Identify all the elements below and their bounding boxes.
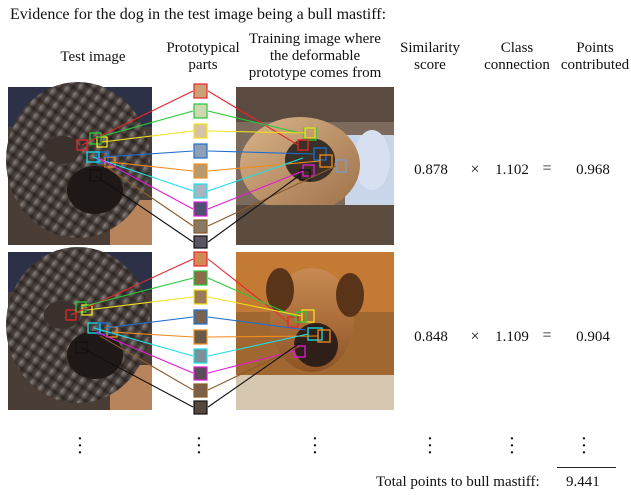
arrows-row2 <box>70 258 319 408</box>
header-similarity-score: Similarity score <box>395 40 465 74</box>
header-prototypical-parts-line1: Prototypical <box>166 40 240 56</box>
similarity-score-row1: 0.878 <box>414 162 448 178</box>
class-connection-row2: 1.109 <box>495 329 529 345</box>
prototype-patches-row2 <box>193 251 208 415</box>
header-similarity-line1: Similarity <box>400 40 460 56</box>
header-training-image-line1: Training image where <box>249 31 381 47</box>
header-points-contributed: Points contributed <box>560 40 630 74</box>
test-image-row2 <box>6 247 152 410</box>
ellipsis-prototypical-parts: · · · <box>195 428 203 464</box>
header-class-connection-line2: connection <box>484 57 550 73</box>
header-training-image-line3: prototype comes from <box>248 65 382 81</box>
header-training-image: Training image where the deformable prot… <box>240 31 390 82</box>
header-similarity-line2: score <box>414 57 446 73</box>
total-rule <box>557 467 616 468</box>
points-contributed-row1: 0.968 <box>576 162 610 178</box>
header-points-line2: contributed <box>560 57 630 73</box>
total-points: 9.441 <box>566 474 600 490</box>
header-prototypical-parts-line2: parts <box>188 57 218 73</box>
header-points-line1: Points <box>576 40 614 56</box>
times-sign-row2: × <box>470 328 480 345</box>
similarity-score-row2: 0.848 <box>414 329 448 345</box>
ellipsis-training-image: · · · <box>311 428 319 464</box>
ellipsis-points: · · · <box>580 428 588 464</box>
figure-caption: Evidence for the dog in the test image b… <box>10 6 387 23</box>
ellipsis-similarity: · · · <box>426 428 434 464</box>
points-contributed-row2: 0.904 <box>576 329 610 345</box>
ellipsis-test-image: · · · <box>76 428 84 464</box>
equals-sign-row2: = <box>542 327 552 344</box>
header-class-connection-line1: Class <box>500 40 534 56</box>
prototype-patches-row1 <box>193 83 208 249</box>
test-image-row1 <box>6 82 152 245</box>
header-test-image: Test image <box>60 49 126 65</box>
training-image-row2 <box>236 252 394 410</box>
times-sign-row1: × <box>470 161 480 178</box>
header-training-image-line2: the deformable <box>269 48 361 64</box>
equals-sign-row1: = <box>542 160 552 177</box>
header-class-connection: Class connection <box>477 40 557 74</box>
total-label: Total points to bull mastiff: <box>376 474 540 490</box>
class-connection-row1: 1.102 <box>495 162 529 178</box>
ellipsis-class-connection: · · · <box>508 428 516 464</box>
arrows-row1 <box>81 90 337 243</box>
header-prototypical-parts: Prototypical parts <box>160 40 246 74</box>
